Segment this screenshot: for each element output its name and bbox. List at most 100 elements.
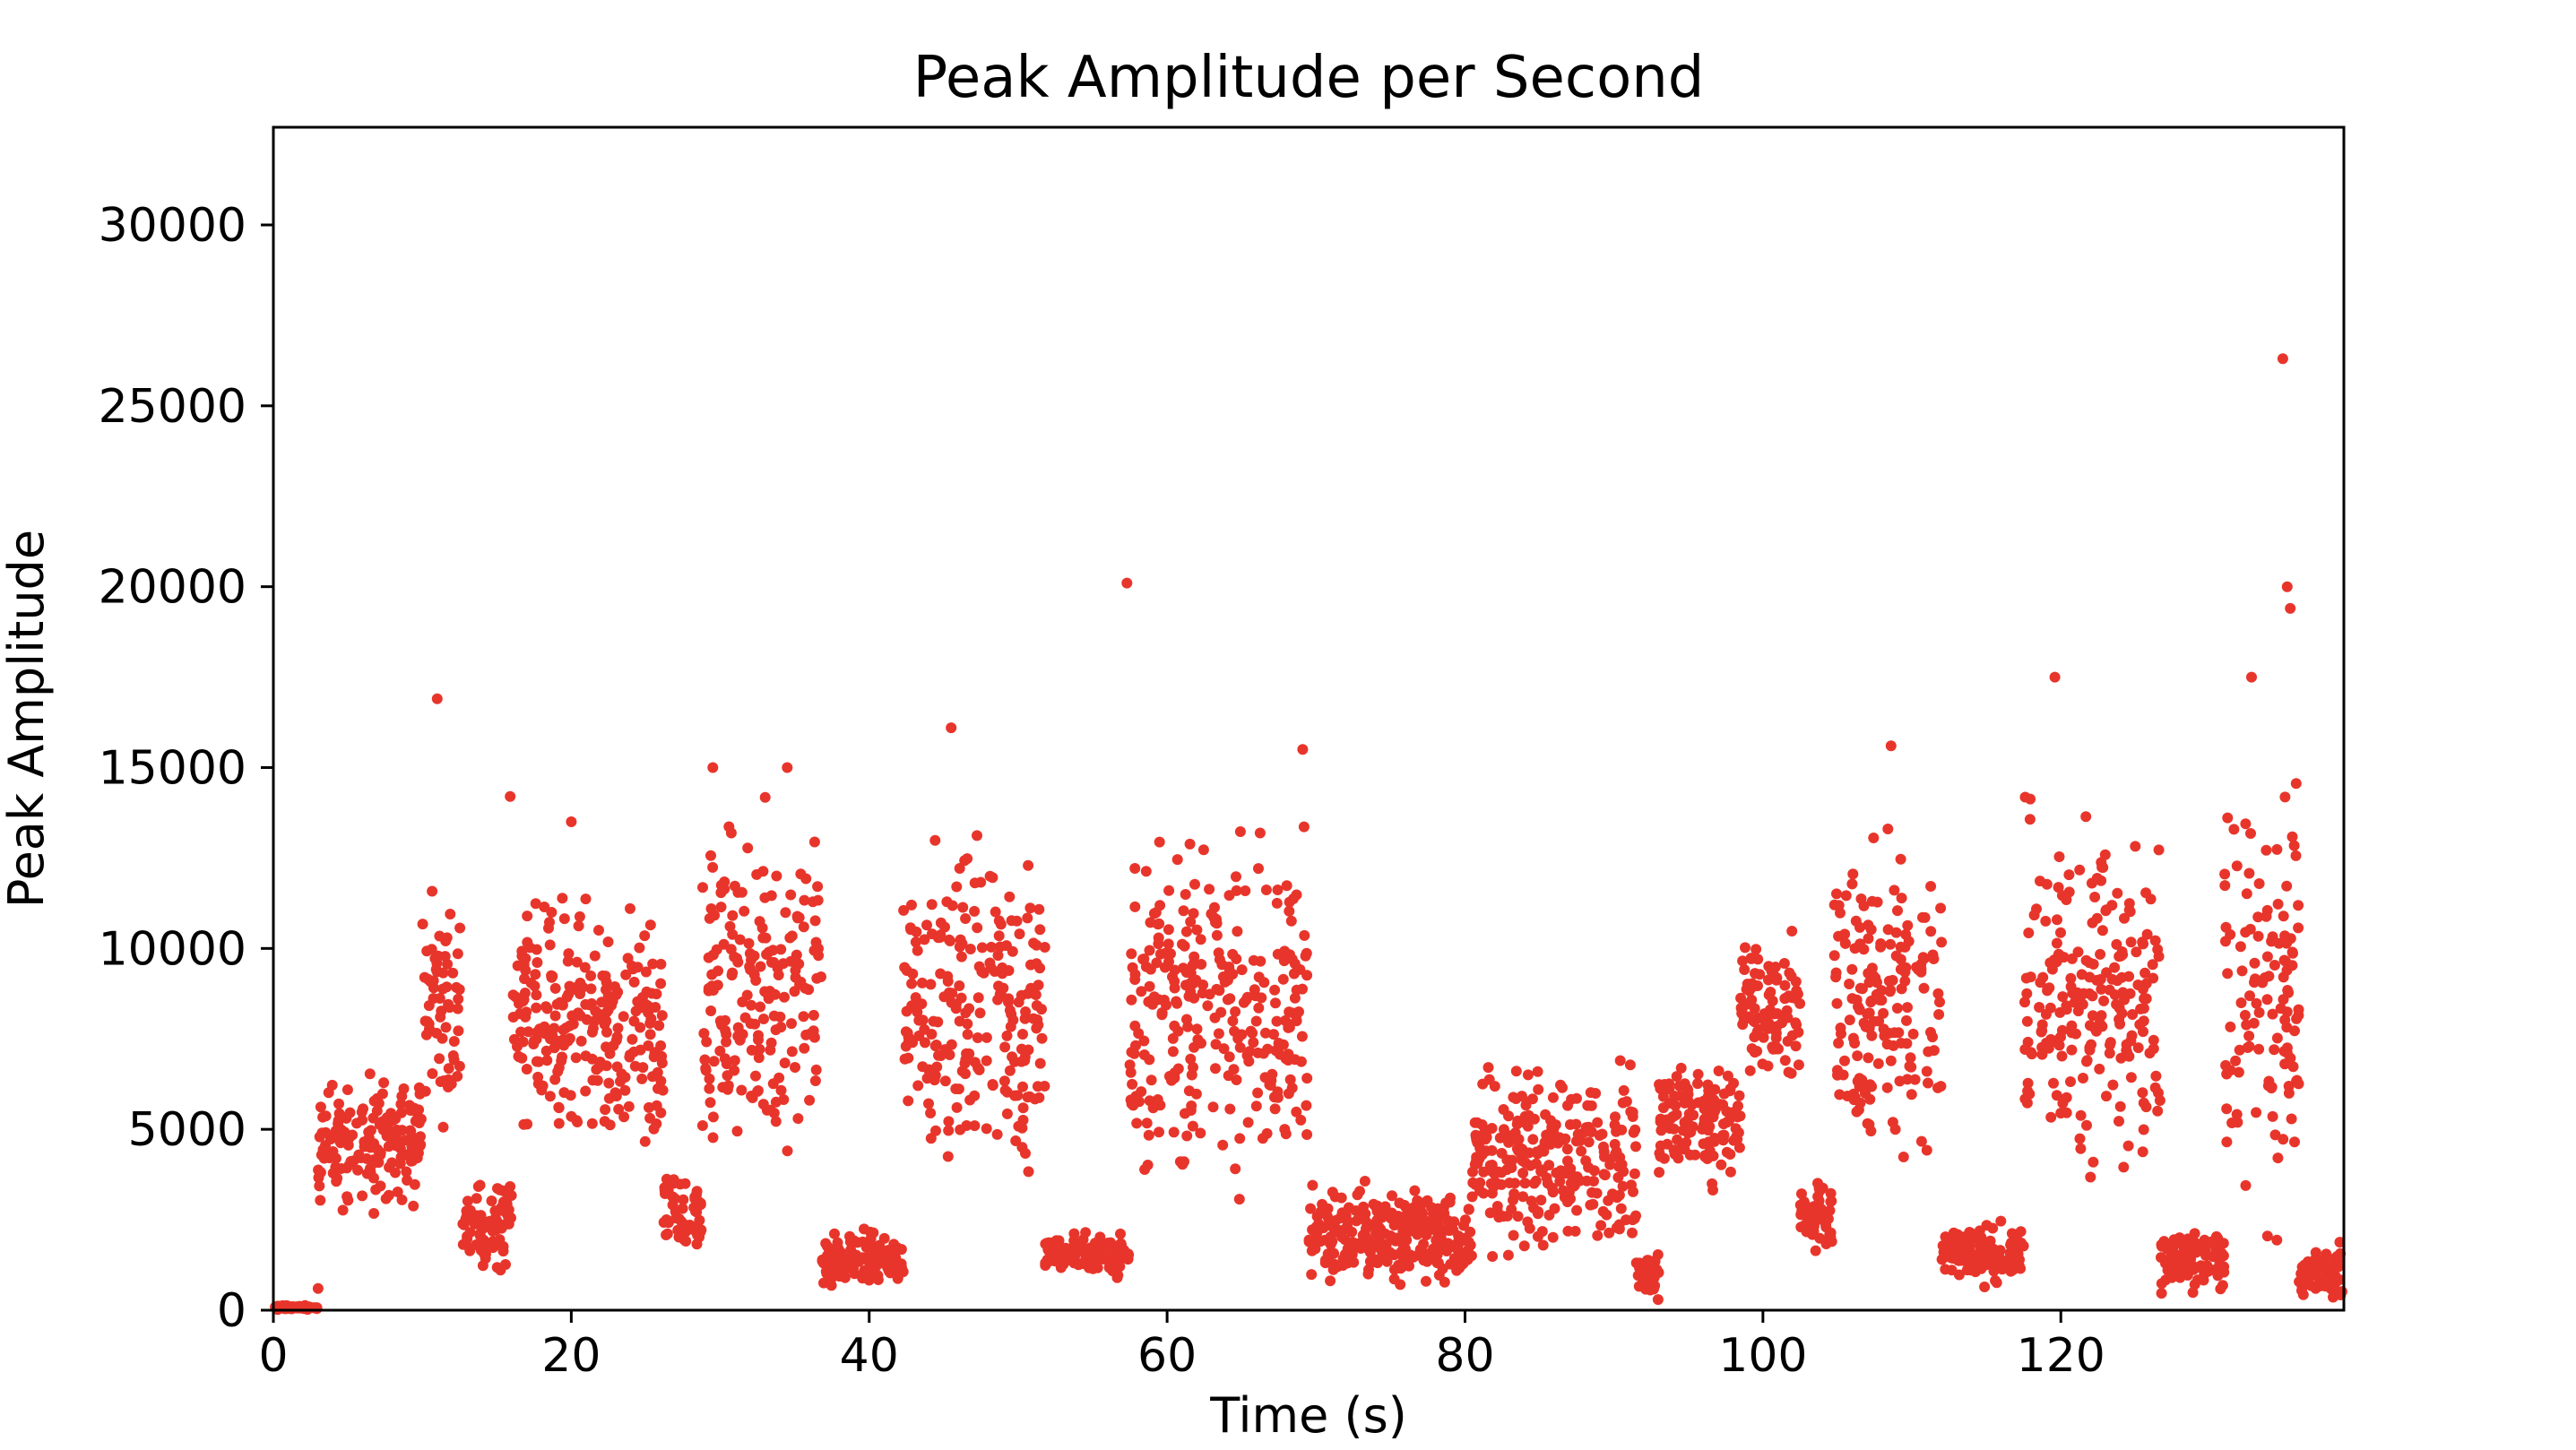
data-point (1846, 963, 1858, 975)
data-point (528, 1039, 540, 1049)
data-point (439, 951, 451, 962)
data-point (1733, 1142, 1745, 1153)
data-point (1893, 1027, 1905, 1039)
data-point (999, 1084, 1011, 1096)
data-point (2051, 937, 2062, 949)
data-point (1974, 1225, 1985, 1237)
data-point (522, 911, 533, 922)
data-point (964, 944, 976, 954)
data-point (2260, 911, 2272, 922)
data-point (1362, 1268, 1374, 1280)
data-point (1839, 1055, 1850, 1066)
data-point (1543, 1209, 1555, 1221)
data-point (705, 850, 716, 861)
data-point (2078, 1073, 2088, 1083)
data-point (1357, 1230, 1369, 1241)
data-point (679, 1234, 690, 1246)
data-point-outlier (2049, 671, 2061, 683)
data-point (1583, 1136, 1595, 1148)
data-point (809, 1075, 821, 1086)
data-point (2150, 1070, 2162, 1082)
data-point (2087, 990, 2098, 1002)
data-point (1280, 1128, 1292, 1140)
data-point (1163, 938, 1174, 950)
data-point (1963, 1242, 1975, 1254)
data-point (1126, 948, 1137, 960)
data-point (1902, 1002, 1913, 1014)
data-point (1831, 888, 1842, 900)
data-point (1778, 958, 1790, 969)
x-tick-label: 120 (2017, 1329, 2105, 1383)
data-point (364, 1068, 376, 1080)
data-point (604, 1048, 616, 1059)
data-point (2235, 941, 2246, 953)
data-point (906, 1000, 918, 1012)
data-point (1592, 1117, 1604, 1128)
data-point (2101, 1091, 2112, 1102)
data-point (757, 866, 769, 877)
data-point (1163, 956, 1174, 968)
data-point (422, 973, 434, 985)
data-point (1744, 1065, 1756, 1076)
data-point (656, 1057, 668, 1069)
data-point (1138, 1049, 1150, 1060)
data-point (2074, 864, 2086, 876)
data-point (601, 1060, 612, 1072)
data-point (1272, 885, 1284, 895)
data-point (786, 1046, 798, 1057)
data-point (390, 1113, 402, 1125)
data-point (1750, 944, 1762, 955)
data-point (704, 1073, 715, 1084)
data-point (532, 957, 543, 968)
data-point (427, 1068, 438, 1079)
data-point (525, 977, 537, 988)
data-point (424, 1023, 435, 1034)
data-point (1202, 1000, 1214, 1012)
data-point (800, 873, 812, 885)
data-point (1586, 1187, 1598, 1198)
data-point (1847, 868, 1859, 880)
data-point (1538, 1145, 1550, 1157)
data-point (333, 1098, 344, 1109)
data-point (2109, 962, 2121, 973)
data-point (1227, 948, 1239, 960)
data-point (1285, 915, 1297, 927)
data-point (991, 1128, 1003, 1140)
data-point (691, 1188, 703, 1200)
data-point (1393, 1259, 1405, 1271)
data-point (2147, 959, 2158, 971)
data-point (1863, 977, 1875, 988)
data-point (1284, 1006, 1295, 1018)
data-point (636, 1073, 648, 1084)
data-point (400, 1135, 411, 1146)
data-point (632, 996, 644, 1007)
data-point (1940, 1264, 1951, 1275)
x-axis-ticks: 0 20 40 60 80 100 120 (258, 1310, 2105, 1383)
data-point (2243, 867, 2255, 879)
data-point (1733, 1090, 1745, 1101)
data-point (1610, 1111, 1621, 1123)
data-point (1598, 1146, 1610, 1158)
data-point (1112, 1257, 1124, 1268)
data-point (1725, 1083, 1736, 1094)
data-point (2061, 894, 2072, 905)
data-point (714, 1015, 726, 1027)
data-point (910, 992, 921, 1004)
data-point (390, 1129, 402, 1141)
data-point (658, 1217, 670, 1228)
data-point (737, 1029, 748, 1040)
data-point (1728, 1107, 1740, 1118)
data-point (1144, 980, 1155, 992)
data-point (704, 912, 715, 924)
data-point (1565, 1163, 1577, 1175)
data-point (990, 906, 1001, 918)
data-point (1339, 1207, 1351, 1219)
data-point (1185, 916, 1197, 928)
data-point (2096, 925, 2108, 936)
data-point (2096, 983, 2107, 995)
data-point (2313, 1281, 2325, 1292)
data-point (800, 1029, 812, 1040)
data-point (1925, 881, 1937, 892)
data-point (1421, 1228, 1432, 1239)
data-point (1253, 863, 1264, 875)
